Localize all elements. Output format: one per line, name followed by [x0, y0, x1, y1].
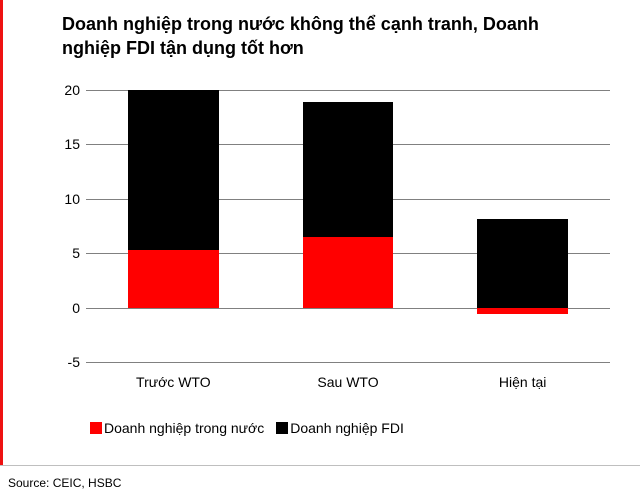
- y-tick-label: 10: [40, 191, 80, 207]
- source-divider: [0, 465, 640, 466]
- bar-group: [128, 90, 219, 362]
- legend-label: Doanh nghiệp trong nước: [104, 420, 264, 436]
- x-category-label: Sau WTO: [317, 374, 378, 390]
- plot-region: [86, 90, 610, 362]
- y-tick-label: -5: [40, 354, 80, 370]
- legend-swatch: [276, 422, 288, 434]
- bar-segment: [128, 90, 219, 250]
- legend: Doanh nghiệp trong nước Doanh nghiệp FDI: [90, 420, 610, 437]
- y-tick-label: 20: [40, 82, 80, 98]
- chart-title: Doanh nghiệp trong nước không thể cạnh t…: [62, 12, 602, 61]
- y-tick-label: 0: [40, 300, 80, 316]
- chart-area: -505101520Trước WTOSau WTOHiện tại: [40, 90, 610, 390]
- legend-item: Doanh nghiệp FDI: [276, 420, 404, 436]
- accent-bar: [0, 0, 3, 465]
- x-category-label: Trước WTO: [136, 374, 211, 390]
- legend-swatch: [90, 422, 102, 434]
- legend-label: Doanh nghiệp FDI: [290, 420, 404, 436]
- bar-segment: [477, 308, 568, 315]
- bar-segment: [128, 250, 219, 308]
- x-category-label: Hiện tại: [499, 374, 546, 390]
- bar-segment: [303, 237, 394, 308]
- y-tick-label: 15: [40, 136, 80, 152]
- y-tick-label: 5: [40, 245, 80, 261]
- bar-group: [477, 90, 568, 362]
- source-text: Source: CEIC, HSBC: [8, 476, 121, 490]
- gridline: [86, 362, 610, 363]
- bar-segment: [303, 102, 394, 237]
- bar-group: [303, 90, 394, 362]
- bar-segment: [477, 219, 568, 307]
- legend-item: Doanh nghiệp trong nước: [90, 420, 264, 436]
